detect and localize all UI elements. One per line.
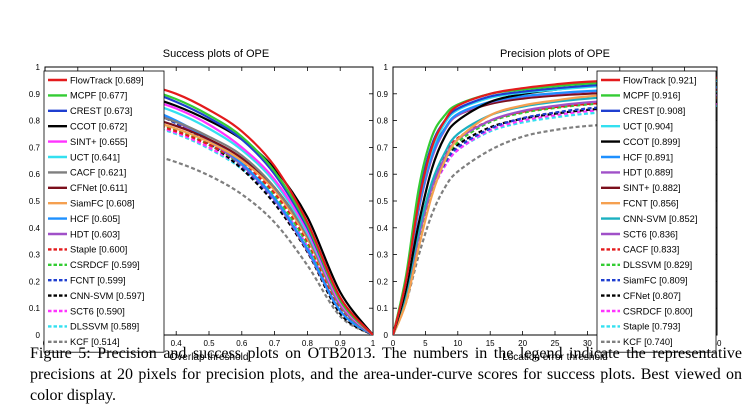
precision-legend-entry: CCOT [0.899] [623,137,680,147]
success-legend-entry: FlowTrack [0.689] [70,75,144,85]
success-ytick-label: 0.3 [29,251,41,260]
figure-caption: Figure 5: Precision and success plots on… [30,345,742,404]
success-legend-entry: DLSSVM [0.589] [70,322,139,332]
success-legend-entry: HDT [0.603] [70,229,120,239]
precision-legend-entry: Staple [0.793] [623,322,680,332]
precision-legend-entry: CNN-SVM [0.852] [623,214,697,224]
precision-legend-entry: UCT [0.904] [623,122,673,132]
success-xtick-label: 0.6 [236,339,248,348]
precision-ytick-label: 0.3 [377,251,389,260]
success-series-lines [45,73,373,335]
success-ytick-label: 0.7 [29,143,41,152]
precision-xtick-label: 25 [551,339,560,348]
precision-legend: FlowTrack [0.921] MCPF [0.916] CREST [0.90… [596,70,717,353]
precision-ytick-label: 0.1 [377,304,389,313]
success-legend-entry: CSRDCF [0.599] [70,260,140,270]
success-xtick-label: 0.9 [335,339,347,348]
success-ytick-label: 0.8 [29,117,41,126]
success-legend-entry: UCT [0.641] [70,152,120,162]
success-legend-entry: CREST [0.673] [70,106,132,116]
success-legend-entry: HCF [0.605] [70,214,120,224]
precision-xtick-label: 30 [583,339,592,348]
success-series-line [45,108,373,335]
precision-xtick-label: 0 [391,339,396,348]
precision-legend-entry: FCNT [0.856] [623,199,679,209]
success-xtick-label: 1 [371,339,376,348]
precision-ytick-label: 0.7 [377,143,389,152]
success-xtick-label: 0.5 [203,339,215,348]
success-ytick-label: 0.2 [29,277,41,286]
success-plot: 00.10.20.30.40.50.60.70.80.9100.10.20.30… [29,48,376,363]
success-legend-entry: Staple [0.600] [70,245,127,255]
success-legend-box [43,70,165,353]
success-ytick-label: 0.1 [29,304,41,313]
success-legend-entry: SiamFC [0.608] [70,199,135,209]
success-ytick-label: 0.9 [29,90,41,99]
success-xtick-label: 0.7 [269,339,281,348]
precision-ytick-label: 0.9 [377,90,389,99]
precision-ytick-label: 0.4 [377,224,389,233]
precision-xtick-label: 15 [486,339,495,348]
success-legend: FlowTrack [0.689] MCPF [0.677] CREST [0.67… [43,70,165,353]
success-legend-entry: MCPF [0.677] [70,91,127,101]
precision-legend-entry: HDT [0.889] [623,168,673,178]
precision-legend-entry: CFNet [0.807] [623,291,681,301]
precision-legend-entry: SINT+ [0.882] [623,183,681,193]
success-ytick-label: 0 [36,331,41,340]
precision-ytick-label: 0 [384,331,389,340]
precision-x-axis-label: Location error threshold [502,352,608,363]
precision-legend-entry: DLSSVM [0.829] [623,260,692,270]
success-series-line [45,111,373,335]
success-chart-title: Success plots of OPE [163,48,269,60]
precision-xtick-label: 5 [423,339,428,348]
success-legend-entry: KCF [0.514] [70,337,120,347]
precision-legend-entry: SCT6 [0.836] [623,229,678,239]
precision-ytick-label: 0.5 [377,197,389,206]
precision-legend-entry: CACF [0.833] [623,245,679,255]
precision-plot: 0510152025303540455000.10.20.30.40.50.60… [377,48,722,363]
precision-legend-entry: CSRDCF [0.800] [623,306,693,316]
precision-legend-entry: KCF [0.740] [623,337,673,347]
precision-chart-title: Precision plots of OPE [500,48,610,60]
success-legend-entry: FCNT [0.599] [70,276,126,286]
precision-ytick-label: 0.2 [377,277,389,286]
success-ytick-label: 0.5 [29,197,41,206]
success-legend-entry: CFNet [0.611] [70,183,127,193]
success-legend-entry: SINT+ [0.655] [70,137,128,147]
precision-legend-entry: MCPF [0.916] [623,91,680,101]
precision-legend-entry: FlowTrack [0.921] [623,75,697,85]
success-legend-entry: CACF [0.621] [70,168,126,178]
success-legend-entry: SCT6 [0.590] [70,306,125,316]
precision-legend-box [596,70,717,353]
success-xtick-label: 0.4 [171,339,183,348]
precision-legend-entry: SiamFC [0.809] [623,276,688,286]
success-series-line [45,114,373,335]
success-x-axis-label: Overlap threshold [170,352,249,363]
precision-xtick-label: 10 [453,339,462,348]
success-legend-entry: CNN-SVM [0.597] [70,291,144,301]
precision-xtick-label: 20 [518,339,527,348]
precision-ytick-label: 1 [384,63,389,72]
precision-legend-entry: CREST [0.908] [623,106,685,116]
success-series-line [45,138,373,335]
success-xtick-label: 0.8 [302,339,314,348]
success-legend-entry: CCOT [0.672] [70,122,127,132]
success-ytick-label: 1 [36,63,41,72]
precision-xtick-label: 50 [713,339,722,348]
precision-ytick-label: 0.6 [377,170,389,179]
success-ytick-label: 0.4 [29,224,41,233]
success-ytick-label: 0.6 [29,170,41,179]
precision-legend-entry: HCF [0.891] [623,152,673,162]
precision-ytick-label: 0.8 [377,117,389,126]
